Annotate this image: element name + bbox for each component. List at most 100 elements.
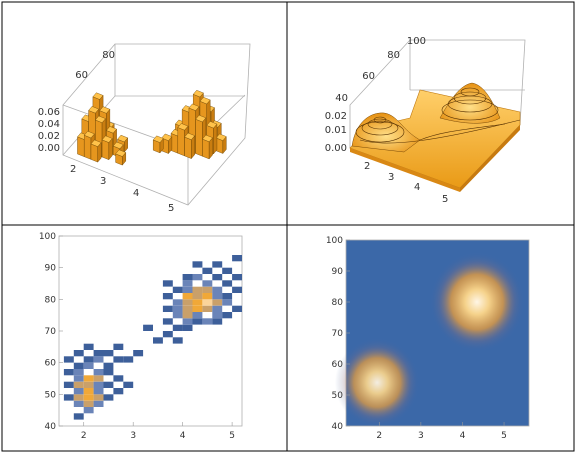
histogram-3d-bars: [77, 90, 227, 166]
y-tick-60: 60: [362, 71, 375, 82]
x-tick-2: 2: [364, 161, 370, 172]
heatmap-cell: [83, 375, 94, 382]
z-tick-0.00: 0.00: [325, 143, 347, 154]
heatmap-cell: [93, 400, 104, 407]
heatmap-cell: [73, 375, 84, 382]
peak-large: [439, 82, 501, 124]
heatmap-cell: [93, 375, 104, 382]
heatmap-cell: [212, 312, 223, 319]
heatmap-cell: [192, 312, 203, 319]
density-peak: [334, 338, 420, 428]
heatmap-cell: [212, 274, 223, 281]
heatmap-y-ticks: 40 50 60 70 80 90 100: [39, 232, 63, 432]
heatmap-cell: [123, 356, 134, 363]
heatmap-cell: [212, 261, 223, 268]
heatmap-cell: [232, 286, 242, 293]
heatmap-cell: [83, 394, 94, 401]
heatmap-cell: [103, 350, 114, 357]
heatmap-cell: [202, 318, 213, 325]
heatmap-cell: [103, 381, 114, 388]
heatmap-cell: [202, 280, 213, 287]
heatmap-cell: [73, 362, 84, 369]
histogram-3d-z-ticks: 0.06 0.04 0.02 0.00: [38, 107, 60, 154]
y-tick-60: 60: [75, 70, 88, 81]
histogram-bar: [184, 132, 196, 160]
heatmap-cell: [212, 286, 223, 293]
heatmap-cell: [232, 305, 242, 312]
heatmap-cell: [202, 286, 213, 293]
y-tick-label: 60: [332, 360, 344, 370]
heatmap-cell: [172, 324, 183, 331]
heatmap-cell: [182, 305, 193, 312]
heatmap-cell: [103, 362, 114, 369]
heatmap-cell: [83, 407, 94, 414]
heatmap-cell: [63, 356, 74, 363]
x-tick-label: 2: [376, 431, 382, 441]
y-tick-label: 70: [45, 327, 57, 337]
heatmap-cell: [182, 312, 193, 319]
density-peak: [429, 252, 525, 352]
histogram-bar: [202, 134, 213, 160]
heatmap-cell: [182, 280, 193, 287]
heatmap-cell: [63, 369, 74, 376]
y-tick-label: 60: [45, 359, 57, 369]
surface-contours: [355, 87, 521, 144]
x-tick-3: 3: [388, 172, 394, 183]
heatmap-cell: [133, 350, 144, 357]
heatmap-cell: [212, 293, 223, 300]
heatmap-cell: [63, 381, 74, 388]
heatmap-cell: [73, 400, 84, 407]
heatmap-cell: [192, 318, 203, 325]
heatmap-cell: [83, 400, 94, 407]
heatmap-cell: [93, 388, 104, 395]
histogram-bar: [215, 133, 227, 155]
x-tick-3: 3: [100, 176, 106, 187]
heatmap-cell: [162, 280, 173, 287]
z-tick-0.02: 0.02: [325, 111, 347, 122]
heatmap-cell: [182, 318, 193, 325]
heatmap-cell: [192, 274, 203, 281]
heatmap-cell: [192, 293, 203, 300]
heatmap-cell: [212, 305, 223, 312]
heatmap-cell: [172, 337, 183, 344]
y-tick-80: 80: [102, 50, 115, 61]
z-tick-1: 0.04: [38, 119, 60, 130]
heatmap-cell: [172, 299, 183, 306]
histogram-bar: [90, 139, 102, 163]
heatmap-cell: [162, 305, 173, 312]
heatmap-cell: [73, 381, 84, 388]
heatmap-cell: [162, 293, 173, 300]
heatmap-cell: [182, 293, 193, 300]
heatmap-cell: [232, 274, 242, 281]
y-tick-label: 90: [332, 267, 344, 277]
heatmap-cell: [83, 343, 94, 350]
heatmap-cell: [73, 388, 84, 395]
heatmap-cell: [172, 305, 183, 312]
histogram-3d-y-ticks: 80 60: [75, 50, 115, 81]
heatmap-cell: [143, 324, 153, 331]
heatmap-cell: [222, 312, 233, 319]
y-tick-100: 100: [407, 36, 426, 47]
heatmap-cell: [73, 350, 84, 357]
heatmap-cell: [222, 293, 233, 300]
y-tick-label: 80: [332, 298, 344, 308]
density-y-ticks: 40 50 60 70 80 90 100: [326, 236, 350, 432]
y-tick-label: 50: [45, 390, 57, 400]
heatmap-cell: [202, 293, 213, 300]
histogram-bar: [115, 149, 127, 166]
heatmap-cell: [73, 394, 84, 401]
heatmap-cell: [73, 369, 84, 376]
heatmap-cell: [192, 261, 203, 268]
heatmap-cell: [182, 286, 193, 293]
y-tick-40: 40: [335, 93, 348, 104]
heatmap-cell: [192, 286, 203, 293]
heatmap-cell: [212, 299, 223, 306]
y-tick-label: 70: [332, 329, 344, 339]
density-peaks: [334, 252, 525, 428]
z-tick-3: 0.00: [38, 143, 60, 154]
heatmap-cell: [202, 267, 213, 274]
heatmap-cell: [113, 356, 124, 363]
heatmap-cell: [63, 394, 74, 401]
